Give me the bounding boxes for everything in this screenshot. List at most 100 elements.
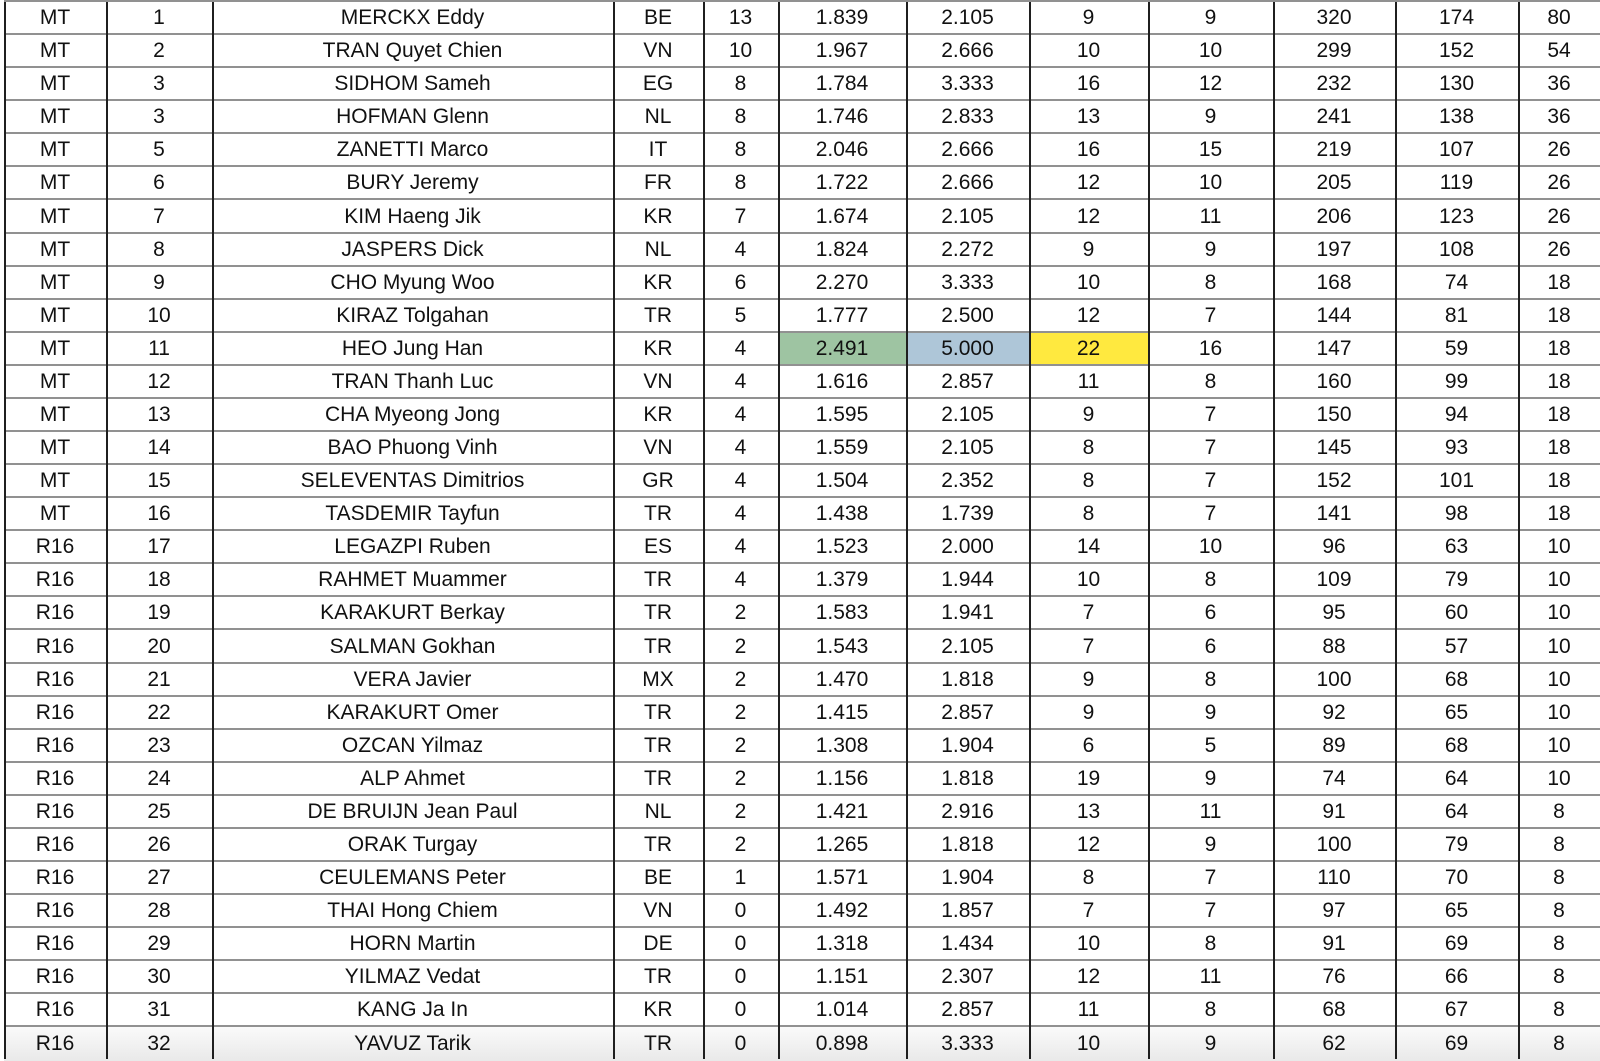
cell-player-name: RAHMET Muammer bbox=[318, 568, 507, 592]
cell-country: KR bbox=[643, 402, 673, 426]
cell-round: R16 bbox=[35, 634, 75, 658]
table-row: MT 6 BURY Jeremy FR 8 1.722 2.666 12 10 205 119 26 bbox=[4, 167, 1600, 201]
cell-player-name: KARAKURT Omer bbox=[326, 700, 499, 724]
cell-rank: 29 bbox=[147, 932, 171, 956]
cell-innings: 123 bbox=[1438, 204, 1475, 228]
table-row: MT 3 SIDHOM Sameh EG 8 1.784 3.333 16 12 232 130 36 bbox=[4, 68, 1600, 102]
cell-country: KR bbox=[643, 336, 673, 360]
cell-country: TR bbox=[644, 700, 672, 724]
cell-round: R16 bbox=[35, 535, 75, 559]
table-row: R16 28 THAI Hong Chiem VN 0 1.492 1.857 7 7 97 65 8 bbox=[4, 895, 1600, 929]
cell-match-points: 4 bbox=[734, 535, 747, 559]
cell-match-points: 6 bbox=[734, 270, 747, 294]
cell-match-points: 5 bbox=[734, 303, 747, 327]
cell-general-average: 1.595 bbox=[815, 402, 869, 426]
cell-caroms: 62 bbox=[1322, 1032, 1346, 1056]
cell-best-average: 2.857 bbox=[941, 369, 994, 393]
cell-caroms: 96 bbox=[1322, 535, 1346, 559]
cell-general-average: 1.379 bbox=[815, 568, 869, 592]
cell-caroms: 91 bbox=[1322, 932, 1346, 956]
cell-match-points: 2 bbox=[734, 799, 747, 823]
cell-player-name: ALP Ahmet bbox=[360, 766, 465, 790]
cell-rank: 31 bbox=[147, 998, 171, 1022]
cell-round: R16 bbox=[35, 700, 75, 724]
cell-match-points: 2 bbox=[734, 601, 747, 625]
cell-player-name: SALMAN Gokhan bbox=[329, 634, 496, 658]
cell-high-run-2: 11 bbox=[1199, 799, 1222, 823]
cell-caroms: 160 bbox=[1316, 369, 1352, 393]
cell-general-average: 1.559 bbox=[815, 436, 869, 460]
cell-innings: 64 bbox=[1444, 766, 1469, 790]
cell-round: MT bbox=[39, 469, 71, 493]
cell-country: TR bbox=[644, 303, 672, 327]
cell-rank: 3 bbox=[153, 105, 165, 129]
cell-match-points: 0 bbox=[734, 998, 747, 1022]
cell-match-points: 1 bbox=[734, 866, 747, 890]
cell-general-average: 1.583 bbox=[815, 601, 869, 625]
cell-general-average: 1.156 bbox=[815, 766, 869, 790]
cell-best-average: 2.857 bbox=[941, 700, 994, 724]
cell-best-average-highlight-blue: 5.000 bbox=[906, 332, 1029, 364]
cell-player-name: KIRAZ Tolgahan bbox=[336, 303, 489, 327]
cell-country: TR bbox=[644, 965, 672, 989]
cell-country: ES bbox=[643, 535, 672, 559]
cell-player-name: VERA Javier bbox=[353, 667, 472, 691]
cell-best-average: 2.500 bbox=[941, 303, 994, 327]
cell-round: R16 bbox=[35, 733, 75, 757]
cell-ranking-points: 36 bbox=[1547, 72, 1571, 96]
cell-player-name: HEO Jung Han bbox=[341, 336, 484, 360]
cell-ranking-points: 18 bbox=[1547, 402, 1571, 426]
cell-match-points: 0 bbox=[734, 1032, 747, 1056]
cell-best-average: 3.333 bbox=[941, 72, 994, 96]
cell-ranking-points: 26 bbox=[1547, 171, 1571, 195]
cell-rank: 18 bbox=[147, 568, 171, 592]
cell-match-points: 0 bbox=[734, 965, 747, 989]
cell-general-average: 1.470 bbox=[815, 667, 869, 691]
cell-innings: 60 bbox=[1444, 601, 1469, 625]
table-row: MT 5 ZANETTI Marco IT 8 2.046 2.666 16 15 219 107 2… bbox=[4, 134, 1600, 168]
cell-innings: 138 bbox=[1438, 105, 1475, 129]
cell-high-run-2: 11 bbox=[1199, 204, 1222, 228]
cell-best-average: 2.833 bbox=[941, 105, 994, 129]
cell-high-run: 16 bbox=[1076, 138, 1101, 162]
cell-innings: 64 bbox=[1444, 799, 1469, 823]
cell-country: FR bbox=[644, 171, 672, 195]
cell-player-name: THAI Hong Chiem bbox=[327, 899, 498, 923]
cell-general-average: 1.318 bbox=[815, 932, 869, 956]
cell-ranking-points: 36 bbox=[1547, 105, 1571, 129]
cell-ranking-points: 8 bbox=[1553, 799, 1565, 823]
cell-innings: 79 bbox=[1444, 832, 1469, 856]
cell-player-name: KANG Ja In bbox=[357, 998, 468, 1022]
cell-player-name: ORAK Turgay bbox=[347, 832, 478, 856]
cell-round: MT bbox=[39, 105, 71, 129]
cell-player-name: TRAN Thanh Luc bbox=[331, 369, 494, 393]
cell-rank: 9 bbox=[153, 270, 165, 294]
cell-innings: 65 bbox=[1444, 700, 1469, 724]
cell-match-points: 13 bbox=[728, 6, 753, 30]
table-row: R16 25 DE BRUIJN Jean Paul NL 2 1.421 2.916 13 1… bbox=[4, 796, 1600, 829]
cell-innings: 69 bbox=[1444, 932, 1469, 956]
cell-round: R16 bbox=[35, 667, 75, 691]
table-row: MT 8 JASPERS Dick NL 4 1.824 2.272 9 9 197 108 26 bbox=[4, 234, 1600, 267]
cell-general-average: 1.746 bbox=[815, 105, 869, 129]
cell-country: VN bbox=[643, 39, 673, 63]
cell-match-points: 10 bbox=[728, 39, 753, 63]
cell-country: KR bbox=[643, 998, 673, 1022]
cell-rank: 22 bbox=[147, 700, 171, 724]
cell-player-name: BAO Phuong Vinh bbox=[327, 436, 498, 460]
cell-high-run-2: 12 bbox=[1198, 72, 1223, 96]
cell-round: R16 bbox=[35, 899, 75, 923]
cell-best-average: 1.904 bbox=[941, 733, 994, 757]
cell-match-points: 2 bbox=[734, 700, 747, 724]
cell-caroms: 241 bbox=[1316, 105, 1352, 129]
cell-caroms: 74 bbox=[1322, 766, 1346, 790]
cell-caroms: 219 bbox=[1316, 138, 1352, 162]
cell-match-points: 2 bbox=[734, 832, 747, 856]
cell-country: EG bbox=[642, 72, 674, 96]
table-row: MT 10 KIRAZ Tolgahan TR 5 1.777 2.500 12 7 144 81 1… bbox=[4, 300, 1600, 333]
cell-high-run: 12 bbox=[1076, 832, 1101, 856]
cell-high-run: 14 bbox=[1076, 535, 1101, 559]
cell-high-run-2: 7 bbox=[1204, 502, 1217, 526]
cell-best-average: 1.818 bbox=[941, 766, 994, 790]
cell-country: GR bbox=[642, 469, 674, 493]
